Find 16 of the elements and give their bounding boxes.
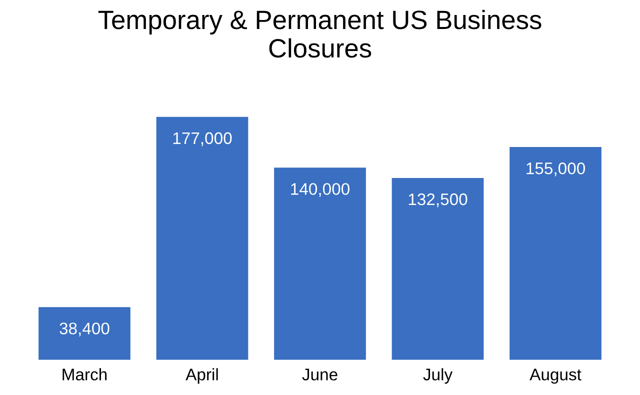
data-label: 132,500 bbox=[408, 193, 468, 208]
data-label: 140,000 bbox=[291, 183, 350, 197]
x-tick-label: April bbox=[186, 368, 218, 384]
data-label: 38,400 bbox=[60, 322, 110, 336]
bar bbox=[38, 307, 130, 360]
x-tick-label: August bbox=[530, 368, 582, 384]
data-label: 155,000 bbox=[526, 162, 585, 176]
data-label: 177,000 bbox=[173, 132, 232, 146]
x-tick-label: March bbox=[62, 368, 107, 380]
bar bbox=[156, 116, 248, 360]
x-tick-label: June bbox=[302, 368, 338, 380]
chart-title: Temporary & Permanent US Business Closures bbox=[98, 10, 542, 58]
bar bbox=[274, 168, 366, 360]
x-tick-label: July bbox=[423, 368, 453, 384]
bar bbox=[392, 178, 484, 360]
bar bbox=[510, 147, 602, 360]
